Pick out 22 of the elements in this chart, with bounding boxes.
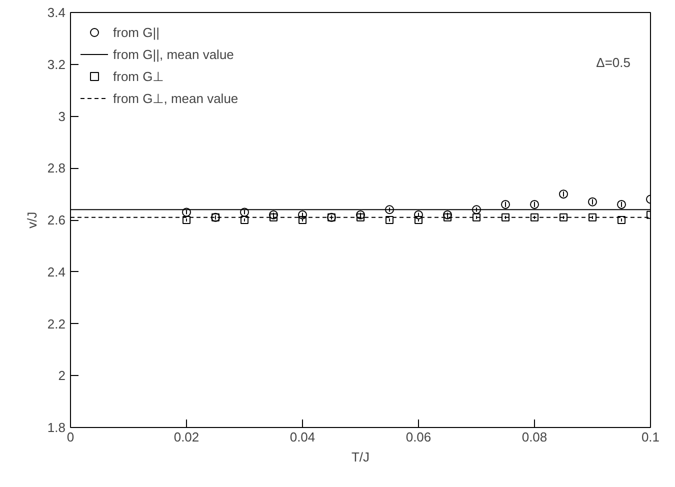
x-axis-title: T/J <box>351 450 370 464</box>
y-tick-label: 2 <box>58 368 66 384</box>
y-tick-label: 2.4 <box>47 264 66 280</box>
x-tick-label: 0.1 <box>641 430 660 444</box>
legend-label: from G|| <box>113 24 160 42</box>
x-tick-label: 0.08 <box>522 430 548 444</box>
y-tick-label: 3.4 <box>47 5 66 20</box>
x-tick-label: 0.02 <box>174 430 200 444</box>
legend-label: from G||, mean value <box>113 46 234 64</box>
y-tick-label: 2.8 <box>47 160 66 176</box>
x-tick-label: 0.04 <box>290 430 316 444</box>
y-tick-label: 3 <box>58 108 66 124</box>
x-tick-label: 0 <box>66 430 74 444</box>
y-tick-label: 1.8 <box>47 420 66 435</box>
x-tick-label: 0.06 <box>406 430 432 444</box>
y-tick-label: 2.6 <box>47 212 66 228</box>
y-tick-label: 3.2 <box>47 56 66 72</box>
y-tick-label: 2.2 <box>47 316 66 332</box>
legend-label: from G⊥, mean value <box>113 90 238 108</box>
legend-label: from G⊥ <box>113 68 164 86</box>
annotation: Δ=0.5 <box>596 55 631 70</box>
y-axis-title: v/J <box>24 212 40 228</box>
